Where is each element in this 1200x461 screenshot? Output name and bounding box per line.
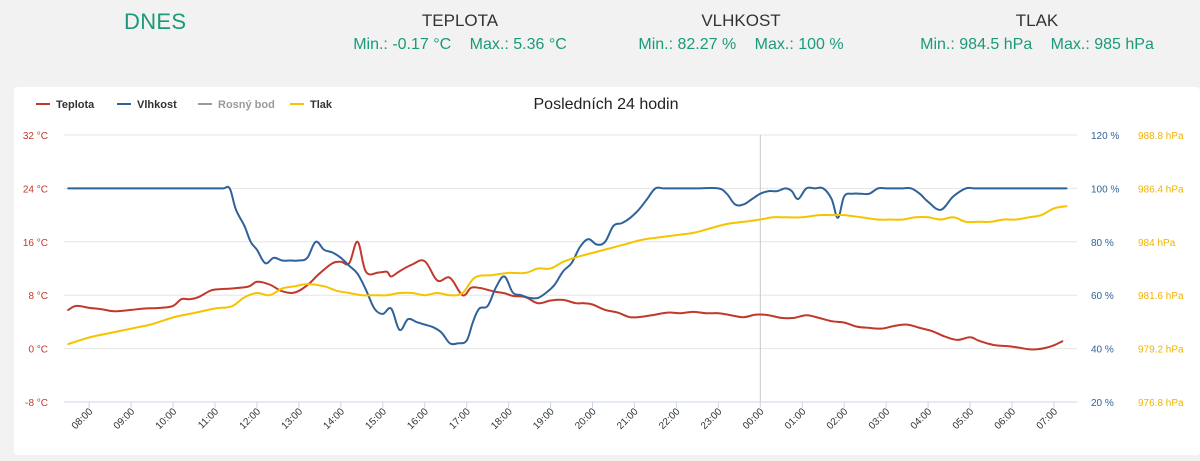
- legend-label: Teplota: [56, 99, 95, 111]
- x-tick-label: 17:00: [447, 406, 473, 432]
- temperature-tick-label: 8 °C: [28, 291, 48, 302]
- temperature-max-value: 5.36 °C: [513, 36, 567, 53]
- humidity-tick-label: 60 %: [1091, 291, 1114, 302]
- chart-panel: 32 °C 24 °C 16 °C 8 °C 0 °C -8 °C 120 % 100 % 8…: [14, 87, 1200, 455]
- x-tick-label: 14:00: [321, 406, 347, 432]
- humidity-label: VLHKOST: [701, 11, 781, 30]
- pressure-tick-label: 979.2 hPa: [1138, 345, 1184, 356]
- humidity-axis: 120 % 100 % 80 % 60 % 40 % 20 %: [1091, 131, 1119, 409]
- pressure-tick-label: 976.8 hPa: [1138, 398, 1184, 409]
- humidity-summary: VLHKOST Min.: 82.27 % Max.: 100 %: [621, 11, 861, 56]
- pressure-label: TLAK: [1015, 11, 1059, 30]
- x-tick-label: 04:00: [909, 406, 935, 432]
- temperature-label: TEPLOTA: [421, 11, 499, 30]
- pressure-min-label: Min.:: [920, 36, 955, 53]
- humidity-max-value: 100 %: [798, 36, 844, 53]
- temperature-tick-label: 16 °C: [23, 238, 48, 249]
- legend-item-2[interactable]: Rosný bod: [198, 99, 275, 111]
- humidity-tick-label: 20 %: [1091, 398, 1114, 409]
- temperature-axis: 32 °C 24 °C 16 °C 8 °C 0 °C -8 °C: [23, 131, 48, 409]
- today-title: DNES: [124, 9, 187, 34]
- x-tick-label: 16:00: [405, 406, 431, 432]
- pressure-tick-label: 984 hPa: [1138, 238, 1176, 249]
- x-tick-label: 11:00: [196, 406, 221, 431]
- legend-item-1[interactable]: Vlhkost: [117, 99, 177, 111]
- temperature-series-line: [67, 240, 1064, 351]
- temperature-tick-label: -8 °C: [25, 398, 48, 409]
- temperature-summary: TEPLOTA Min.: -0.17 °C Max.: 5.36 °C: [340, 11, 580, 56]
- x-tick-label: 15:00: [363, 406, 389, 432]
- chart-series: [67, 185, 1068, 351]
- legend-label: Vlhkost: [137, 99, 177, 111]
- pressure-tick-label: 988.8 hPa: [1138, 131, 1184, 142]
- pressure-axis: 988.8 hPa 986.4 hPa 984 hPa 981.6 hPa 979.2 …: [1138, 131, 1184, 409]
- x-tick-label: 08:00: [70, 406, 96, 432]
- x-tick-label: 23:00: [699, 406, 725, 432]
- x-tick-label: 21:00: [615, 406, 641, 432]
- chart-legend: Teplota Vlhkost Rosný bod Tlak: [36, 99, 333, 111]
- pressure-max-value: 985 hPa: [1094, 36, 1154, 53]
- humidity-tick-label: 100 %: [1091, 184, 1119, 195]
- x-tick-label: 13:00: [280, 406, 306, 432]
- humidity-max-label: Max.:: [754, 36, 794, 53]
- x-tick-label: 19:00: [531, 406, 557, 432]
- x-tick-label: 02:00: [825, 406, 851, 432]
- humidity-tick-label: 120 %: [1091, 131, 1119, 142]
- x-tick-label: 05:00: [951, 406, 977, 432]
- legend-item-0[interactable]: Teplota: [36, 99, 95, 111]
- temperature-tick-label: 32 °C: [23, 131, 48, 142]
- x-tick-label: 03:00: [867, 406, 893, 432]
- x-tick-label: 01:00: [783, 406, 809, 432]
- temperature-min-label: Min.:: [353, 36, 388, 53]
- x-tick-label: 07:00: [1035, 406, 1061, 432]
- x-axis: 08:00 09:00 10:00 11:00 12:00 13:00 14:00 15:00…: [64, 401, 1077, 432]
- pressure-tick-label: 981.6 hPa: [1138, 291, 1184, 302]
- chart-gridlines: [64, 134, 1077, 403]
- legend-item-3[interactable]: Tlak: [290, 99, 333, 111]
- pressure-tick-label: 986.4 hPa: [1138, 184, 1184, 195]
- daily-summary: DNES TEPLOTA Min.: -0.17 °C Max.: 5.36 °…: [0, 0, 1200, 80]
- x-tick-label: 20:00: [573, 406, 599, 432]
- weather-chart: 32 °C 24 °C 16 °C 8 °C 0 °C -8 °C 120 % 100 % 8…: [23, 96, 1184, 432]
- humidity-tick-label: 40 %: [1091, 345, 1114, 356]
- humidity-series-line: [67, 185, 1068, 346]
- pressure-max-label: Max.:: [1050, 36, 1090, 53]
- pressure-summary: TLAK Min.: 984.5 hPa Max.: 985 hPa: [907, 11, 1167, 56]
- temperature-tick-label: 24 °C: [23, 184, 48, 195]
- chart-title: Posledních 24 hodin: [534, 96, 679, 113]
- temperature-min-value: -0.17 °C: [392, 36, 452, 53]
- pressure-series-line: [67, 205, 1068, 346]
- x-tick-label: 12:00: [238, 406, 264, 432]
- x-tick-label: 10:00: [154, 406, 180, 432]
- temperature-tick-label: 0 °C: [28, 345, 48, 356]
- legend-label: Tlak: [310, 99, 333, 111]
- humidity-min-value: 82.27 %: [677, 36, 737, 53]
- x-tick-label: 18:00: [489, 406, 515, 432]
- temperature-max-label: Max.:: [469, 36, 509, 53]
- x-tick-label: 00:00: [741, 406, 767, 432]
- pressure-min-value: 984.5 hPa: [959, 36, 1033, 53]
- x-tick-label: 22:00: [657, 406, 683, 432]
- legend-label: Rosný bod: [218, 99, 275, 111]
- x-tick-label: 09:00: [112, 406, 138, 432]
- humidity-tick-label: 80 %: [1091, 238, 1114, 249]
- humidity-min-label: Min.:: [638, 36, 674, 53]
- x-tick-label: 06:00: [993, 406, 1019, 432]
